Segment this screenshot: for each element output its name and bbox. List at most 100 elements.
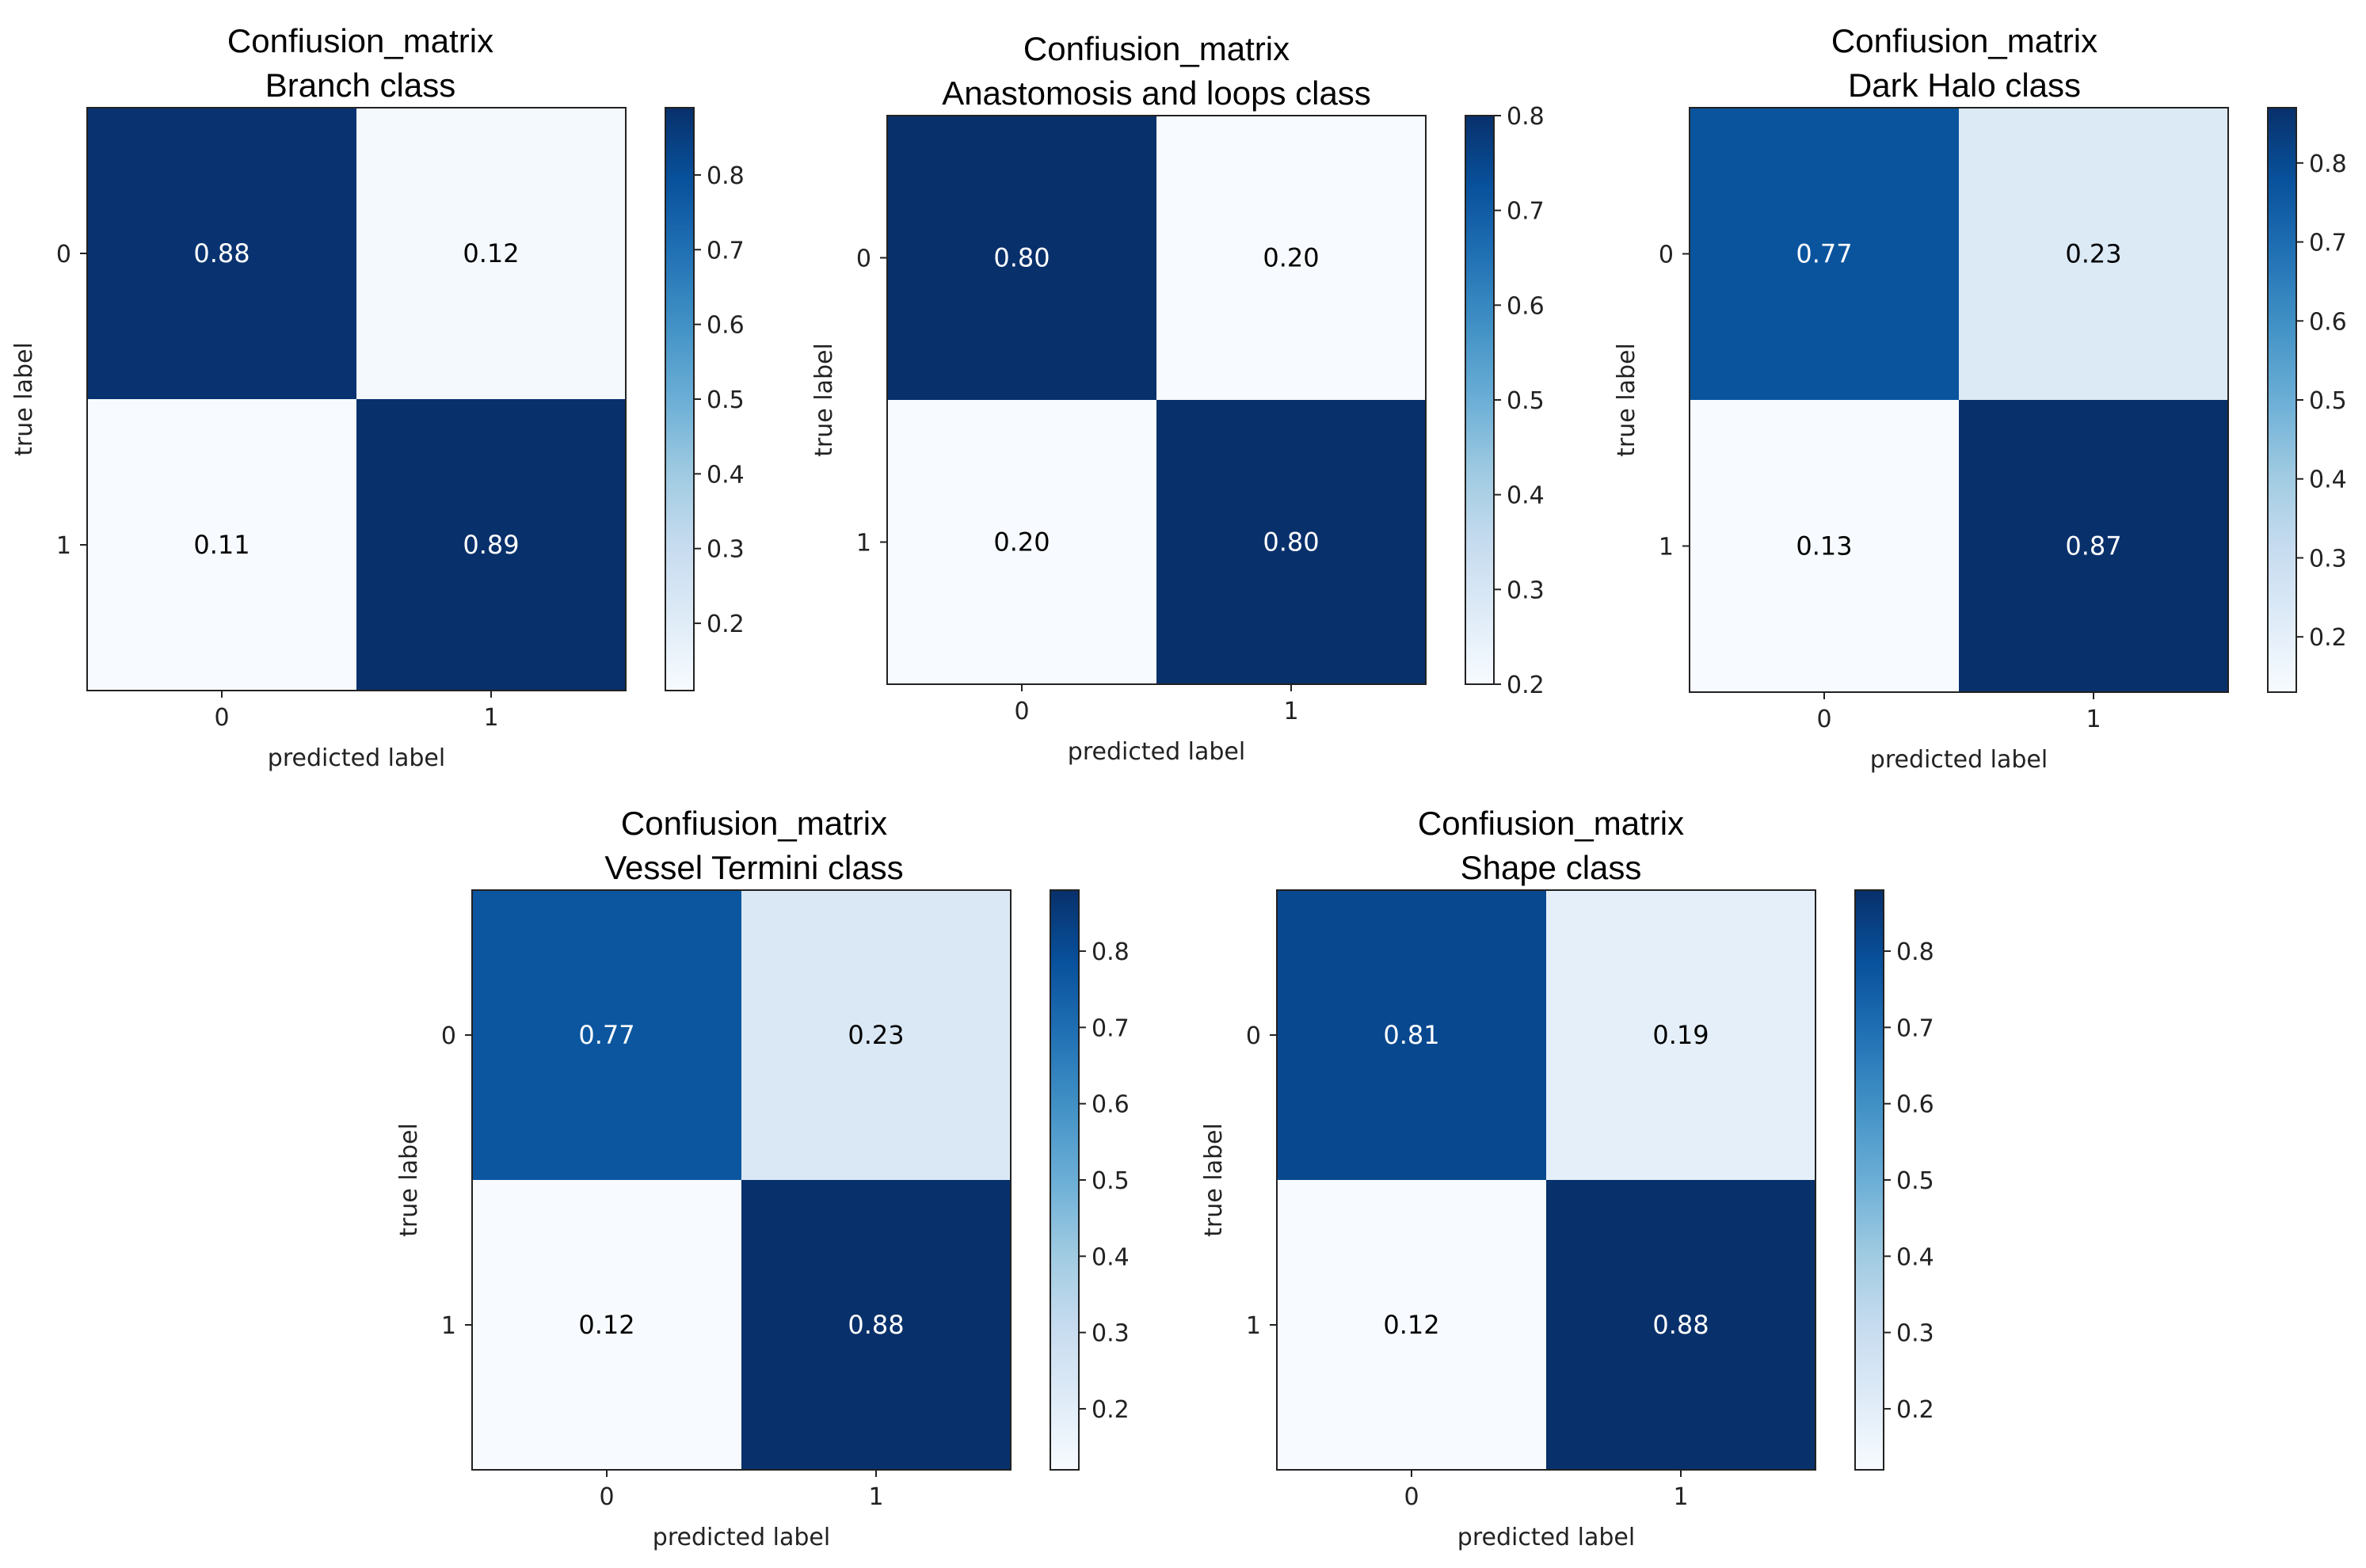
y-tick-label: 1 <box>1659 534 1674 561</box>
cell-value-label: 0.11 <box>193 530 250 560</box>
colorbar-tick-label: 0.5 <box>1507 387 1545 415</box>
x-tick-label: 0 <box>214 704 229 732</box>
x-tick-label: 1 <box>2086 706 2101 733</box>
colorbar-tick-label: 0.8 <box>2309 150 2347 178</box>
colorbar <box>1050 889 1080 1471</box>
colorbar <box>1465 115 1495 685</box>
x-tick-label: 1 <box>1283 698 1298 725</box>
colorbar-tick-label: 0.3 <box>707 536 745 564</box>
x-axis-label: predicted label <box>653 1524 830 1551</box>
colorbar-tick-label: 0.8 <box>1092 938 1130 966</box>
colorbar-tick-label: 0.3 <box>2309 545 2347 573</box>
panel-title-line2: Anastomosis and loops class <box>942 74 1371 112</box>
matrix-frame <box>886 115 1427 685</box>
colorbar-tick-label: 0.8 <box>1896 938 1934 966</box>
colorbar-tick-label: 0.5 <box>707 386 745 414</box>
colorbar-tick-label: 0.6 <box>1092 1091 1130 1119</box>
panel-title-line1: Confiusion_matrix <box>621 805 887 842</box>
x-axis-label: predicted label <box>1068 738 1245 766</box>
y-tick-label: 1 <box>856 530 871 558</box>
confusion-matrix-panel-2: Confiusion_matrix Anastomosis and loops c… <box>810 30 1545 766</box>
heatmap-cell-r1-c0 <box>472 1180 741 1470</box>
panel-title-line1: Confiusion_matrix <box>1023 30 1290 67</box>
colorbar-tick-label: 0.2 <box>2309 624 2347 652</box>
x-axis-label: predicted label <box>268 744 445 772</box>
heatmap-cell-r0-c0 <box>472 890 741 1180</box>
x-tick-label: 0 <box>1404 1483 1419 1511</box>
colorbar-tick-label: 0.7 <box>1896 1014 1934 1042</box>
heatmap-cell-r1-c1 <box>741 1180 1011 1470</box>
matrix-frame <box>1276 889 1816 1471</box>
panel-title-line2: Branch class <box>265 67 455 104</box>
cell-value-label: 0.80 <box>1263 527 1319 558</box>
y-tick-label: 0 <box>1659 242 1674 269</box>
colorbar-tick-label: 0.2 <box>1896 1396 1934 1424</box>
heatmap-cell-r1-c1 <box>1546 1180 1815 1470</box>
heatmap-cell-r0-c1 <box>1959 108 2228 400</box>
matrix-frame <box>471 889 1012 1471</box>
cell-value-label: 0.23 <box>2065 239 2121 269</box>
cell-value-label: 0.12 <box>463 238 519 268</box>
y-tick-label: 1 <box>441 1312 456 1340</box>
cell-value-label: 0.20 <box>993 527 1050 558</box>
colorbar-tick-label: 0.5 <box>2309 387 2347 415</box>
y-tick-label: 0 <box>1246 1022 1261 1050</box>
colorbar-tick-label: 0.7 <box>1092 1014 1130 1042</box>
colorbar-tick-label: 0.7 <box>2309 230 2347 257</box>
cell-value-label: 0.77 <box>1796 239 1852 269</box>
heatmap-cell-r0-c0 <box>1690 108 1959 400</box>
cell-value-label: 0.80 <box>993 243 1050 273</box>
panel-title-line2: Dark Halo class <box>1848 67 2081 104</box>
y-axis-label: true label <box>1613 343 1640 457</box>
colorbar-tick-label: 0.3 <box>1092 1320 1130 1348</box>
colorbar-tick-label: 0.6 <box>1896 1091 1934 1119</box>
colorbar-tick-label: 0.2 <box>707 611 745 638</box>
heatmap-cell-r1-c1 <box>356 399 626 691</box>
confusion-matrix-panel-4: Confiusion_matrix Vessel Termini class 0.7… <box>395 805 1130 1551</box>
colorbar-tick-label: 0.3 <box>1507 577 1545 604</box>
heatmap-cell-r0-c1 <box>741 890 1011 1180</box>
heatmap-cell-r1-c0 <box>887 400 1156 684</box>
cell-value-label: 0.13 <box>1796 531 1852 561</box>
panel-title-line1: Confiusion_matrix <box>1418 805 1684 842</box>
confusion-matrix-panel-3: Confiusion_matrix Dark Halo class 0.77 0.23… <box>1613 22 2347 774</box>
cell-value-label: 0.89 <box>463 530 519 560</box>
confusion-matrix-panel-1: Confiusion_matrix Branch class 0.88 0.12 0.1… <box>10 22 745 772</box>
heatmap-cell-r0-c1 <box>1546 890 1815 1180</box>
x-tick-label: 1 <box>868 1483 883 1511</box>
panel-title-line1: Confiusion_matrix <box>1831 22 2097 59</box>
colorbar-tick-label: 0.6 <box>1507 292 1545 320</box>
panel-title-line2: Vessel Termini class <box>604 849 903 886</box>
matrix-frame <box>1689 107 2229 693</box>
colorbar-tick-label: 0.4 <box>707 461 745 489</box>
heatmap-cell-r1-c0 <box>1277 1180 1546 1470</box>
colorbar-tick-label: 0.4 <box>1507 482 1545 510</box>
cell-value-label: 0.19 <box>1652 1020 1709 1050</box>
heatmap-cell-r1-c1 <box>1959 400 2228 692</box>
colorbar-tick-label: 0.4 <box>1092 1243 1130 1271</box>
y-axis-label: true label <box>1200 1123 1228 1237</box>
x-tick-label: 0 <box>1014 698 1029 725</box>
cell-value-label: 0.20 <box>1263 243 1319 273</box>
heatmap-cell-r1-c0 <box>1690 400 1959 692</box>
cell-value-label: 0.12 <box>578 1310 634 1340</box>
colorbar-tick-label: 0.8 <box>707 162 745 190</box>
y-tick-label: 1 <box>56 532 71 560</box>
colorbar-tick-label: 0.4 <box>1896 1243 1934 1271</box>
heatmap-cell-r0-c0 <box>887 116 1156 400</box>
cell-value-label: 0.87 <box>2065 531 2121 561</box>
colorbar-tick-label: 0.7 <box>1507 198 1545 226</box>
y-tick-label: 0 <box>856 245 871 273</box>
cell-value-label: 0.23 <box>848 1020 904 1050</box>
panel-title-line2: Shape class <box>1461 849 1642 886</box>
cell-value-label: 0.77 <box>578 1020 634 1050</box>
heatmap-cell-r0-c0 <box>87 108 356 399</box>
y-tick-label: 1 <box>1246 1312 1261 1340</box>
colorbar-tick-label: 0.7 <box>707 237 745 265</box>
y-axis-label: true label <box>395 1123 423 1237</box>
x-axis-label: predicted label <box>1457 1524 1635 1551</box>
colorbar-tick-label: 0.5 <box>1896 1167 1934 1195</box>
cell-value-label: 0.88 <box>1652 1310 1709 1340</box>
